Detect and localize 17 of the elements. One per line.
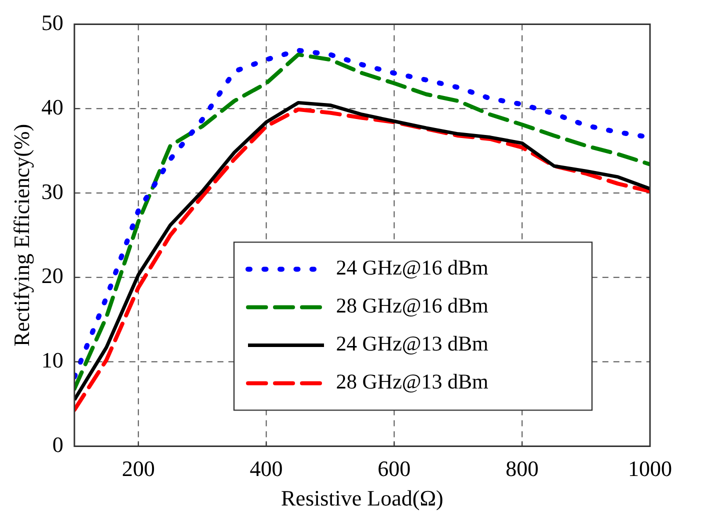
- x-tick-label: 600: [378, 456, 411, 482]
- y-tick-label: 30: [41, 178, 64, 204]
- y-tick-label: 20: [41, 263, 64, 288]
- x-tick-label: 400: [250, 456, 283, 482]
- legend-label: 24 GHz@16 dBm: [336, 256, 488, 280]
- y-tick-label: 40: [41, 94, 64, 120]
- x-tick-label: 200: [122, 456, 155, 482]
- legend-label: 28 GHz@16 dBm: [336, 294, 488, 318]
- y-axis-title: Rectifying Efficiency(%): [8, 124, 34, 346]
- legend-label: 24 GHz@13 dBm: [336, 332, 488, 356]
- x-tick-label: 1000: [628, 456, 672, 482]
- legend-label: 28 GHz@13 dBm: [336, 370, 488, 394]
- y-tick-label: 10: [41, 348, 64, 373]
- y-tick-label: 0: [52, 432, 64, 457]
- x-tick-label: 800: [506, 456, 539, 482]
- y-tick-label: 50: [41, 10, 64, 35]
- x-axis-title: Resistive Load(Ω): [281, 486, 444, 511]
